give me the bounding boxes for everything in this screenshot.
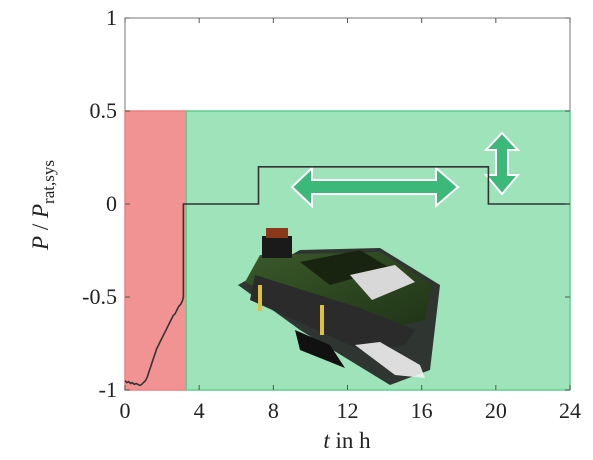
x-tick-label: 4	[194, 398, 205, 423]
x-tick-label: 12	[337, 398, 359, 423]
y-tick-label: -0.5	[82, 284, 117, 309]
y-tick-label: 0	[106, 191, 117, 216]
x-tick-label: 16	[411, 398, 433, 423]
series-group	[124, 166, 570, 387]
horizontal-double-arrow	[290, 165, 460, 209]
x-axis-label: t in h	[323, 428, 371, 453]
y-tick-label: 1	[106, 5, 117, 30]
y-axis: 1 0.5 0 -0.5 -1	[82, 5, 570, 402]
series-line-0	[124, 166, 570, 387]
region-0	[124, 110, 187, 391]
y-tick-label: -1	[99, 377, 117, 402]
x-tick-label: 20	[485, 398, 507, 423]
y-tick-label: 0.5	[90, 98, 118, 123]
x-axis: 0 4 8 12 16 20 24	[120, 18, 581, 423]
x-tick-label: 8	[268, 398, 279, 423]
vertical-double-arrow	[483, 131, 521, 196]
y-axis-label: P / Prat,sys	[28, 160, 58, 251]
x-tick-label: 0	[120, 398, 131, 423]
x-tick-label: 24	[559, 398, 581, 423]
device-photo	[238, 228, 440, 385]
